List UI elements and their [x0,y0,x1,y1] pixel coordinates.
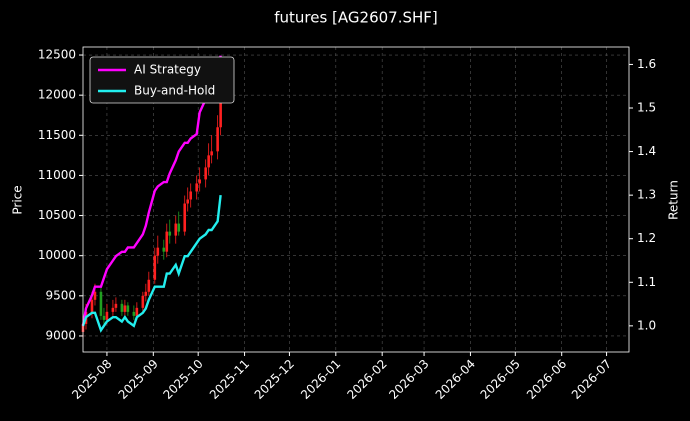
x-tick-label: 2026-06 [524,357,569,402]
x-tick-label: 2026-04 [433,357,478,402]
candle-body [219,87,222,128]
y-tick-label: 9500 [45,288,76,302]
y2-tick-label: 1.5 [637,101,656,115]
candle-body [102,315,106,320]
x-tick-label: 2026-05 [478,357,523,402]
candle-body [168,231,172,236]
legend-label: AI Strategy [134,63,201,77]
candle-body [153,255,157,280]
candle-body [210,151,213,156]
y-tick-label: 11000 [38,168,76,182]
candle-body [114,303,118,308]
x-tick-label: 2026-03 [386,357,431,402]
candle-body [141,295,145,308]
candle-body [183,203,187,232]
y2-tick-label: 1.2 [637,231,656,245]
x-tick-label: 2025-08 [69,357,114,402]
x-tick-label: 2025-09 [116,357,161,402]
candle-body [99,291,103,316]
candle-body [216,127,219,152]
y-tick-label: 12000 [38,88,76,102]
candle-body [93,291,97,300]
plot-frame [82,46,630,353]
candle-body [204,167,207,180]
candle-body [144,291,148,296]
x-tick-label: 2025-10 [160,357,205,402]
candle-body [162,247,166,252]
candle-body [90,299,94,312]
candle-body [123,305,127,312]
candle-body [189,191,193,200]
y-tick-label: 10500 [38,208,76,222]
y-axis-label: Price [11,185,25,214]
legend-label: Buy-and-Hold [134,84,215,98]
chart-title: futures [AG2607.SHF] [274,9,438,27]
y2-tick-label: 1.6 [637,57,656,71]
y2-tick-label: 1.4 [637,144,656,158]
candle-body [156,247,160,256]
candle-body [207,155,210,168]
y-tick-label: 12500 [38,48,76,62]
line-series [81,195,222,333]
y2-axis-label: Return [667,180,681,220]
candle-body [132,311,136,316]
x-tick-label: 2025-11 [207,357,252,402]
candle-body [135,307,139,316]
x-tick-label: 2025-12 [252,357,297,402]
candle-body [186,199,190,204]
y2-tick-label: 1.0 [637,318,656,332]
x-tick-label: 2026-01 [298,357,343,402]
x-tick-label: 2026-07 [569,357,614,402]
candle-body [195,183,198,192]
candle-body [105,311,109,320]
y-tick-label: 9000 [45,328,76,342]
candle-body [120,303,124,312]
candle-body [174,223,178,236]
candle-body [147,279,151,292]
y2-tick-label: 1.3 [637,188,656,202]
candle-body [126,305,130,312]
line-series [81,55,222,327]
y2-tick-label: 1.1 [637,275,656,289]
candle-body [165,231,169,252]
y-tick-label: 10000 [38,248,76,262]
x-tick-label: 2026-02 [344,357,389,402]
candle-body [177,223,181,232]
y-tick-label: 11500 [38,128,76,142]
candle-body [198,179,201,184]
candle-body [111,307,115,312]
